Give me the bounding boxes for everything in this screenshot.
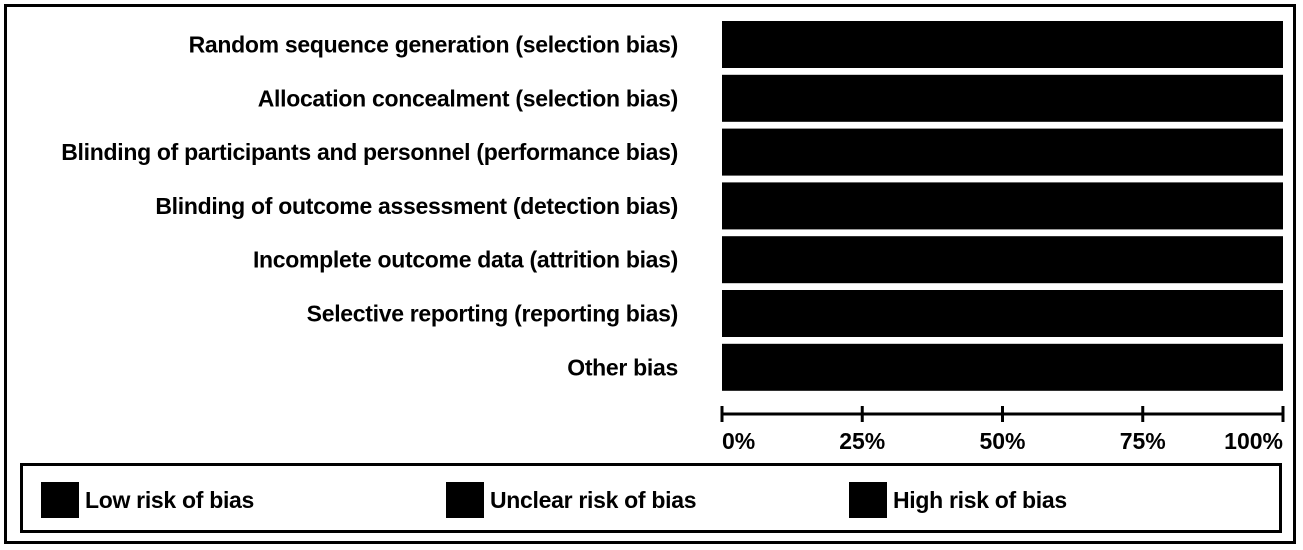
category-labels: Random sequence generation (selection bi… bbox=[61, 32, 678, 381]
legend-swatch-high bbox=[849, 482, 887, 518]
legend-swatch-unclear bbox=[446, 482, 484, 518]
legend-item-low: Low risk of bias bbox=[41, 482, 254, 518]
bars bbox=[722, 21, 1283, 391]
bar-segment bbox=[722, 74, 1283, 122]
x-axis: 0% 25% 50% 75% 100% bbox=[720, 406, 1285, 454]
bar-segment bbox=[722, 290, 1283, 337]
legend-swatch-low bbox=[41, 482, 79, 518]
category-label: Random sequence generation (selection bi… bbox=[189, 32, 678, 58]
legend: Low risk of bias Unclear risk of bias Hi… bbox=[20, 463, 1282, 533]
x-tick-label: 100% bbox=[1224, 428, 1283, 454]
category-label: Allocation concealment (selection bias) bbox=[258, 85, 678, 111]
chart-frame bbox=[4, 4, 1296, 544]
category-label: Selective reporting (reporting bias) bbox=[307, 301, 678, 327]
legend-label-low: Low risk of bias bbox=[85, 486, 255, 513]
category-label: Other bias bbox=[567, 354, 678, 380]
risk-of-bias-chart: Random sequence generation (selection bi… bbox=[61, 21, 1285, 454]
bar-segment bbox=[722, 21, 1283, 68]
legend-label-high: High risk of bias bbox=[893, 486, 1067, 513]
x-tick-label: 75% bbox=[1120, 428, 1166, 454]
legend-item-high: High risk of bias bbox=[849, 482, 1067, 518]
bar-segment bbox=[722, 182, 1283, 230]
legend-item-unclear: Unclear risk of bias bbox=[446, 482, 697, 518]
x-tick-label: 0% bbox=[722, 428, 755, 454]
bar-segment bbox=[722, 343, 1283, 391]
category-label: Blinding of outcome assessment (detectio… bbox=[155, 193, 678, 219]
bar-segment bbox=[722, 128, 1283, 176]
bar-segment bbox=[722, 236, 1283, 284]
x-tick-label: 50% bbox=[979, 428, 1025, 454]
x-tick-label: 25% bbox=[839, 428, 885, 454]
category-label: Incomplete outcome data (attrition bias) bbox=[253, 247, 678, 273]
legend-label-unclear: Unclear risk of bias bbox=[490, 486, 697, 513]
category-label: Blinding of participants and personnel (… bbox=[61, 139, 678, 165]
